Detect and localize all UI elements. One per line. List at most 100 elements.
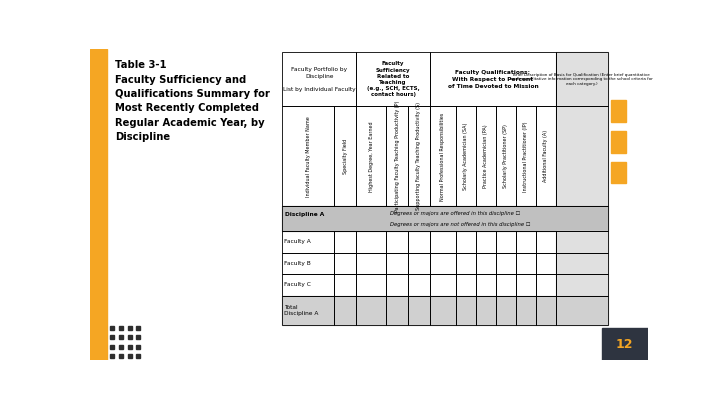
Bar: [430, 296, 456, 325]
Bar: [611, 131, 626, 153]
Bar: [496, 296, 516, 325]
Text: Discipline A: Discipline A: [284, 212, 324, 217]
Bar: [282, 207, 608, 231]
Bar: [516, 107, 536, 207]
Bar: [556, 107, 608, 207]
Bar: [556, 231, 608, 253]
Bar: [611, 100, 626, 122]
Bar: [386, 231, 408, 253]
Bar: [456, 274, 476, 296]
Bar: [476, 253, 496, 274]
Bar: [476, 231, 496, 253]
Bar: [536, 231, 556, 253]
Bar: [536, 253, 556, 274]
Bar: [476, 296, 496, 325]
Text: Degrees or majors are offered in this discipline ☐: Degrees or majors are offered in this di…: [390, 211, 520, 216]
Bar: [430, 274, 456, 296]
Text: Faculty C: Faculty C: [284, 283, 310, 288]
Bar: [386, 296, 408, 325]
Bar: [430, 107, 456, 207]
Bar: [611, 162, 626, 183]
Bar: [334, 274, 356, 296]
Bar: [386, 107, 408, 207]
Bar: [556, 253, 608, 274]
Text: Instructional Practitioner (IP): Instructional Practitioner (IP): [523, 121, 528, 192]
Bar: [516, 296, 536, 325]
Bar: [356, 253, 386, 274]
Bar: [516, 296, 536, 325]
Bar: [476, 274, 496, 296]
Bar: [334, 296, 356, 325]
Bar: [282, 296, 334, 325]
Bar: [496, 253, 516, 274]
Bar: [282, 253, 334, 274]
Bar: [356, 107, 386, 207]
Text: Participating Faculty Teaching Productivity (P): Participating Faculty Teaching Productiv…: [395, 101, 400, 212]
Bar: [430, 53, 556, 107]
Bar: [556, 231, 608, 253]
Text: 12: 12: [616, 338, 634, 351]
Bar: [408, 253, 430, 274]
Bar: [456, 231, 476, 253]
Text: Specialty Field: Specialty Field: [343, 139, 348, 174]
Bar: [90, 49, 107, 360]
Bar: [556, 274, 608, 296]
Bar: [408, 296, 430, 325]
Bar: [601, 328, 648, 360]
Bar: [408, 274, 430, 296]
Text: Normal Professional Responsibilities: Normal Professional Responsibilities: [441, 112, 446, 200]
Bar: [282, 53, 356, 107]
Text: Individual Faculty Member Name: Individual Faculty Member Name: [306, 116, 310, 197]
Bar: [408, 107, 430, 207]
Bar: [456, 107, 476, 207]
Text: Supporting Faculty Teaching Productivity (S): Supporting Faculty Teaching Productivity…: [416, 102, 421, 211]
Bar: [430, 296, 456, 325]
Text: Additional Faculty (A): Additional Faculty (A): [544, 130, 549, 183]
Bar: [334, 253, 356, 274]
Bar: [476, 296, 496, 325]
Bar: [334, 107, 356, 207]
Bar: [536, 296, 556, 325]
Bar: [386, 253, 408, 274]
Bar: [356, 231, 386, 253]
Text: Faculty A: Faculty A: [284, 239, 310, 244]
Bar: [496, 274, 516, 296]
Bar: [356, 296, 386, 325]
Bar: [476, 107, 496, 207]
Text: Faculty Portfolio by
Discipline

List by Individual Faculty: Faculty Portfolio by Discipline List by …: [283, 67, 356, 92]
Bar: [516, 231, 536, 253]
Bar: [456, 253, 476, 274]
Bar: [456, 296, 476, 325]
Text: Highest Degree, Year Earned: Highest Degree, Year Earned: [369, 121, 374, 192]
Bar: [386, 296, 408, 325]
Bar: [334, 231, 356, 253]
Bar: [430, 253, 456, 274]
Bar: [282, 231, 334, 253]
Bar: [408, 296, 430, 325]
Bar: [356, 296, 386, 325]
Bar: [536, 107, 556, 207]
Bar: [456, 296, 476, 325]
Text: Scholarly Practitioner (SP): Scholarly Practitioner (SP): [503, 124, 508, 188]
Text: Scholarly Academician (SA): Scholarly Academician (SA): [464, 123, 469, 190]
Bar: [334, 296, 356, 325]
Bar: [516, 274, 536, 296]
Bar: [356, 274, 386, 296]
Bar: [282, 296, 334, 325]
Text: Table 3-1
Faculty Sufficiency and
Qualifications Summary for
Most Recently Compl: Table 3-1 Faculty Sufficiency and Qualif…: [114, 60, 270, 142]
Text: Faculty B: Faculty B: [284, 261, 310, 266]
Bar: [556, 296, 608, 325]
Bar: [556, 274, 608, 296]
Bar: [356, 53, 430, 107]
Bar: [536, 274, 556, 296]
Bar: [556, 53, 608, 107]
Text: Total
Discipline A: Total Discipline A: [284, 305, 318, 316]
Bar: [430, 231, 456, 253]
Bar: [496, 296, 516, 325]
Bar: [556, 296, 608, 325]
Text: Degrees or majors are not offered in this discipline ☐: Degrees or majors are not offered in thi…: [390, 222, 530, 227]
Bar: [386, 274, 408, 296]
Bar: [496, 107, 516, 207]
Bar: [282, 274, 334, 296]
Text: Brief Description of Basis for Qualification (Enter brief quantitative
and/or qu: Brief Description of Basis for Qualifica…: [510, 72, 653, 86]
